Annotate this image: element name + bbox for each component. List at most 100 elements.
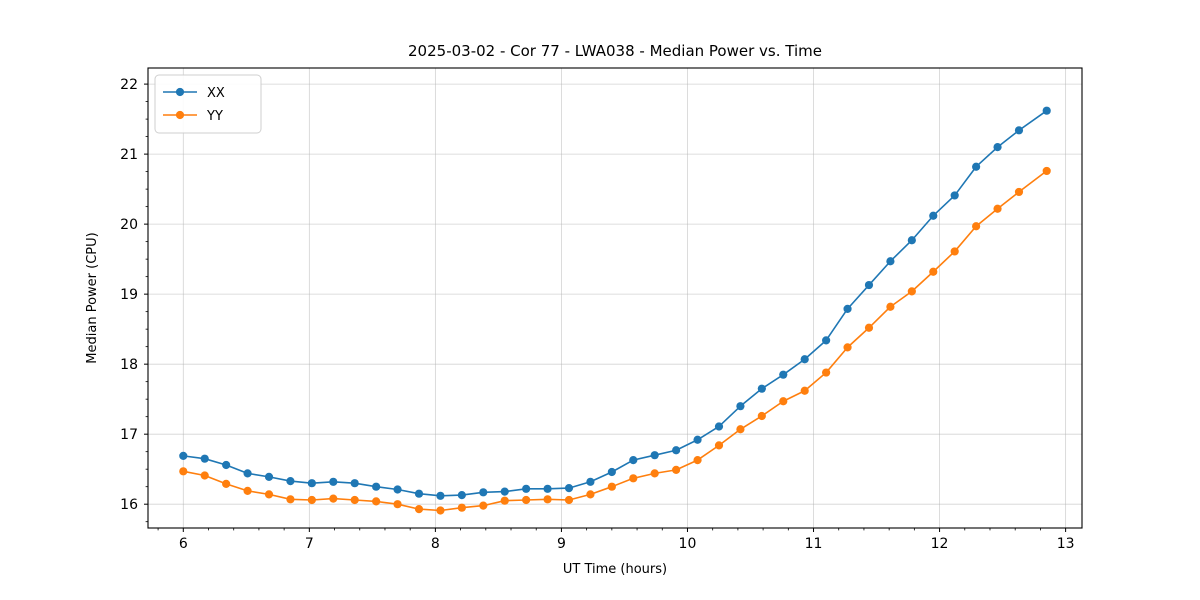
legend-item-yy[interactable]: YY [163,109,223,124]
tick-marks [144,83,1067,532]
data-point [222,479,231,488]
data-point [436,506,445,515]
data-point [264,472,274,481]
data-point [629,455,638,465]
x-tick-label: 12 [931,536,949,552]
data-point [564,495,574,505]
data-point [286,495,295,504]
legend-item-xx[interactable]: XX [163,86,225,101]
data-point [329,477,338,486]
data-series-layer [179,106,1051,515]
data-point [907,236,916,245]
y-tick-label: 19 [120,287,138,303]
data-point [564,483,574,493]
data-point [886,302,895,311]
data-point [929,211,938,220]
data-point [993,204,1002,213]
data-point [779,370,788,379]
data-point [864,323,874,332]
data-point [650,451,659,460]
chart-title: 2025-03-02 - Cor 77 - LWA038 - Median Po… [408,42,822,60]
data-point [243,486,252,495]
data-point [543,484,552,493]
data-point [329,494,338,503]
x-axis-label: UT Time (hours) [563,562,667,577]
y-tick-label: 18 [120,357,138,373]
data-point [672,465,681,474]
data-point [693,455,702,465]
data-point [822,336,831,345]
data-point [457,490,466,500]
y-tick-label: 17 [120,427,138,443]
data-point [350,479,359,488]
legend-marker [175,87,185,97]
data-point [200,471,209,480]
data-point [307,495,316,505]
data-point [457,503,466,512]
y-axis-label: Median Power (CPU) [85,232,100,363]
data-point [307,479,316,488]
y-tick-label: 16 [120,497,138,513]
data-point [350,495,359,505]
data-point [693,435,702,444]
data-point [1042,166,1051,176]
data-point [179,451,188,460]
data-point [414,505,424,514]
data-point [393,485,402,494]
data-point [200,454,209,463]
data-point [500,487,509,496]
data-point [779,397,788,406]
data-point [757,411,766,421]
data-point [757,384,766,393]
data-point [950,191,959,200]
data-point [972,222,981,231]
data-point [822,368,831,377]
tick-labels: 6 7 8 9 10 11 12 13 16 17 18 19 20 21 22 [120,77,1074,552]
data-point [607,467,616,477]
data-point [843,304,852,313]
data-point [522,484,531,493]
data-point [543,495,552,504]
x-tick-label: 6 [179,536,188,552]
data-point [179,467,188,476]
x-tick-label: 10 [679,536,697,552]
data-point [843,343,852,352]
data-point [372,497,381,506]
series-yy [179,166,1051,515]
data-point [650,469,659,478]
data-point [736,402,745,411]
data-point [243,469,252,478]
chart-legend[interactable]: XX YY [154,74,262,134]
data-point [886,257,895,266]
x-tick-label: 11 [805,536,823,552]
data-point [522,495,531,505]
legend-label: XX [207,86,225,101]
data-point [586,490,595,499]
x-tick-label: 8 [431,536,440,552]
data-point [736,425,745,434]
legend-label: YY [206,109,223,124]
data-point [479,488,488,497]
x-tick-label: 13 [1057,536,1075,552]
data-point [1014,126,1024,135]
data-point [222,460,231,470]
data-point [950,247,959,256]
data-point [436,491,445,500]
data-point [800,386,809,395]
x-tick-label: 7 [305,536,314,552]
data-point [264,490,274,499]
data-point [286,476,295,486]
data-point [586,477,595,486]
data-point [629,474,638,483]
data-point [800,355,809,364]
data-point [393,500,402,509]
series-xx [179,106,1051,500]
data-point [607,482,616,491]
gridlines [148,68,1082,528]
data-point [972,162,981,171]
data-point [714,441,724,450]
data-point [714,422,724,431]
data-point [479,501,488,510]
